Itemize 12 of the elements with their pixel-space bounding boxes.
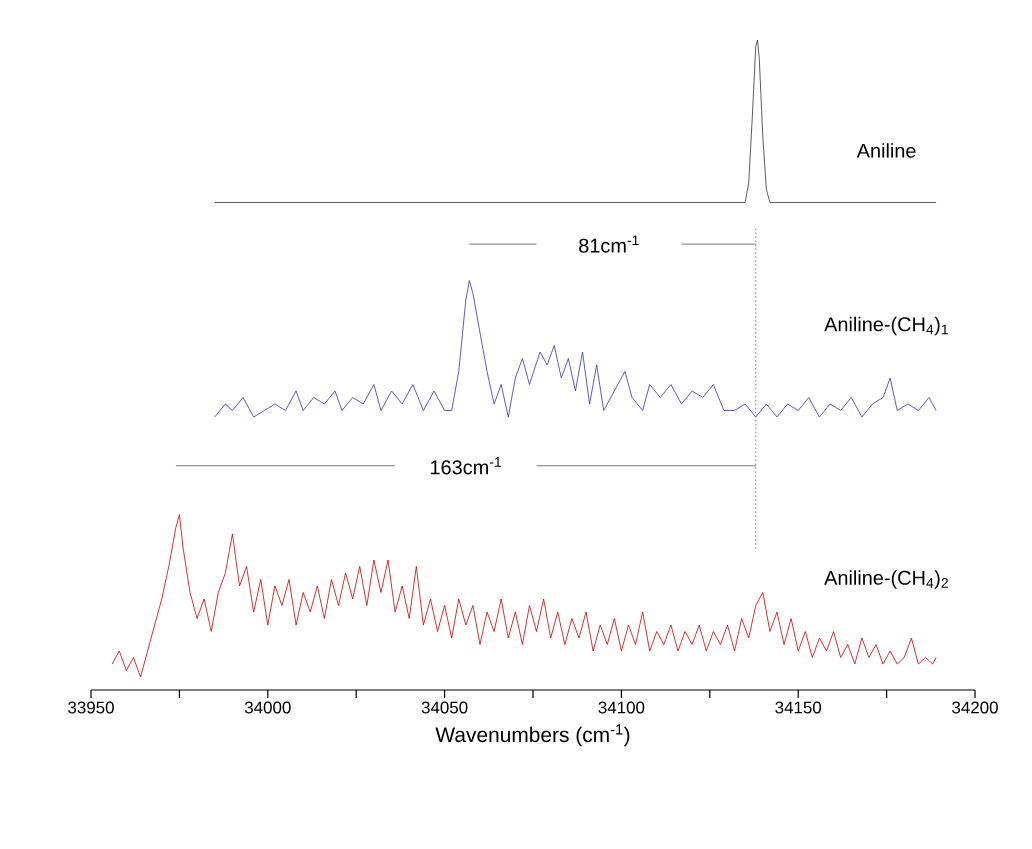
x-tick-label: 34050 [421,701,468,714]
text: Aniline-(CH$_{4}$)$_{1}$ [824,316,948,336]
text: Aniline-(CH$_{4}$)$_{2}$ [824,570,948,589]
annotation: 81cm$^{-1}$ [579,235,639,253]
text: Aniline [856,143,916,158]
annotation: 163cm$^{-1}$ [430,457,501,475]
x-tick-label: 33950 [68,701,114,714]
x-tick-label: 34000 [244,701,291,714]
x-tick-label: 34200 [952,701,998,714]
x-axis-title: Wavenumbers (cm$^{-1}$) [435,724,630,747]
x-tick-label: 34150 [775,701,822,714]
x-tick-label: 34100 [598,701,645,714]
